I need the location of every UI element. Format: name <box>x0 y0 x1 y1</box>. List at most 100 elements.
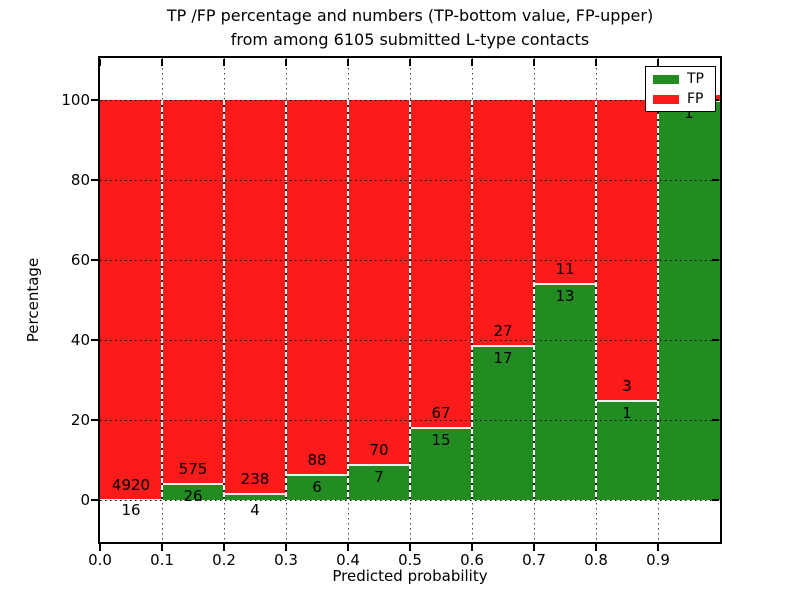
x-tick-label: 0.7 <box>522 551 546 569</box>
x-tick-mark-top <box>657 59 659 66</box>
tp-bar-segment <box>286 474 348 500</box>
y-tick-label: 40 <box>70 331 90 349</box>
x-tick-mark <box>533 544 535 551</box>
x-axis-label: Predicted probability <box>332 567 488 585</box>
tp-count-label: 16 <box>121 501 141 519</box>
fp-bar-segment <box>224 100 286 494</box>
y-tick-mark-right <box>712 499 719 501</box>
y-tick-label: 0 <box>80 491 90 509</box>
x-tick-mark <box>347 544 349 551</box>
fp-bar-segment <box>100 100 162 499</box>
fp-bar-segment <box>348 100 410 464</box>
horizontal-gridline <box>100 339 720 341</box>
x-tick-mark-top <box>99 59 101 66</box>
bar-boundary-dash <box>347 100 349 500</box>
x-tick-label: 0.2 <box>212 551 236 569</box>
tp-count-label: 4 <box>250 501 260 519</box>
x-tick-label: 0.6 <box>460 551 484 569</box>
fp-count-label: 67 <box>431 403 451 422</box>
tp-count-label: 26 <box>183 486 203 505</box>
fp-bar-segment <box>162 100 224 483</box>
bar-boundary-dash <box>223 100 225 500</box>
legend: TP FP <box>645 66 716 112</box>
tp-bar-segment <box>596 400 658 500</box>
tp-count-label: 6 <box>312 478 322 497</box>
tp-bar-segment <box>410 426 472 500</box>
fp-bar-segment <box>472 100 534 346</box>
fp-legend-swatch <box>653 94 679 104</box>
tp-count-label: 1 <box>622 404 632 422</box>
tp-legend-swatch <box>653 74 679 84</box>
bar-boundary-dash <box>533 100 535 500</box>
x-tick-mark <box>161 544 163 551</box>
tp-bar-segment <box>658 100 720 500</box>
y-tick-mark <box>91 419 98 421</box>
tp-bar-segment <box>162 482 224 500</box>
x-tick-mark-top <box>285 59 287 66</box>
fp-bar-segment <box>534 100 596 284</box>
y-tick-mark <box>91 339 98 341</box>
x-tick-mark <box>285 544 287 551</box>
y-tick-label: 80 <box>70 171 90 189</box>
legend-item-fp: FP <box>653 91 713 107</box>
legend-item-tp: TP <box>653 72 713 86</box>
x-tick-mark <box>471 544 473 551</box>
fp-count-label: 27 <box>493 322 513 341</box>
y-tick-mark <box>91 259 98 261</box>
x-tick-mark-top <box>161 59 163 66</box>
horizontal-gridline <box>100 499 720 501</box>
tp-count-label: 17 <box>493 349 513 368</box>
fp-bar-segment <box>596 100 658 400</box>
bar-boundary-dash <box>657 100 659 500</box>
y-tick-mark-right <box>712 339 719 341</box>
fp-count-label: 4920 <box>111 475 151 494</box>
x-tick-mark-top <box>347 59 349 66</box>
fp-bar-segment <box>286 100 348 475</box>
bar-boundary-dash <box>595 100 597 500</box>
fp-count-label: 70 <box>369 440 389 459</box>
horizontal-gridline <box>100 259 720 261</box>
y-tick-mark <box>91 499 98 501</box>
x-tick-label: 0.9 <box>646 551 670 569</box>
fp-bar-segment <box>410 100 472 427</box>
x-tick-mark <box>409 544 411 551</box>
y-axis-label: Percentage <box>24 257 42 343</box>
tp-count-label: 15 <box>431 430 451 449</box>
y-tick-label: 60 <box>70 251 90 269</box>
bar-boundary-dash <box>471 100 473 500</box>
tp-count-label: 1 <box>684 104 694 122</box>
x-tick-mark <box>223 544 225 551</box>
chart-title-line1: TP /FP percentage and numbers (TP-bottom… <box>166 6 654 25</box>
fp-count-label: 11 <box>555 260 575 279</box>
y-tick-mark-right <box>712 179 719 181</box>
legend-label-fp: FP <box>687 91 704 107</box>
x-tick-mark-top <box>409 59 411 66</box>
y-tick-label: 20 <box>70 411 90 429</box>
x-tick-mark-top <box>223 59 225 66</box>
x-tick-mark <box>595 544 597 551</box>
tp-count-label: 13 <box>555 287 575 306</box>
x-tick-label: 0.0 <box>88 551 112 569</box>
tp-bar-segment <box>348 463 410 500</box>
tp-count-label: 7 <box>374 467 384 486</box>
x-tick-mark <box>657 544 659 551</box>
x-tick-mark-top <box>533 59 535 66</box>
horizontal-gridline <box>100 419 720 421</box>
y-tick-mark-right <box>712 259 719 261</box>
x-tick-label: 0.8 <box>584 551 608 569</box>
fp-count-label: 575 <box>178 459 208 478</box>
x-tick-label: 0.4 <box>336 551 360 569</box>
y-tick-mark-right <box>712 419 719 421</box>
x-tick-label: 0.1 <box>150 551 174 569</box>
x-tick-mark-top <box>471 59 473 66</box>
bar-boundary-dash <box>409 100 411 500</box>
tp-bar-segment <box>472 345 534 500</box>
chart-title-line2: from among 6105 submitted L-type contact… <box>230 30 590 49</box>
bar-boundary-dash <box>285 100 287 500</box>
x-tick-label: 0.5 <box>398 551 422 569</box>
y-tick-mark <box>91 179 98 181</box>
fp-count-label: 3 <box>622 377 632 395</box>
fp-count-label: 238 <box>240 470 270 489</box>
horizontal-gridline <box>100 99 720 101</box>
